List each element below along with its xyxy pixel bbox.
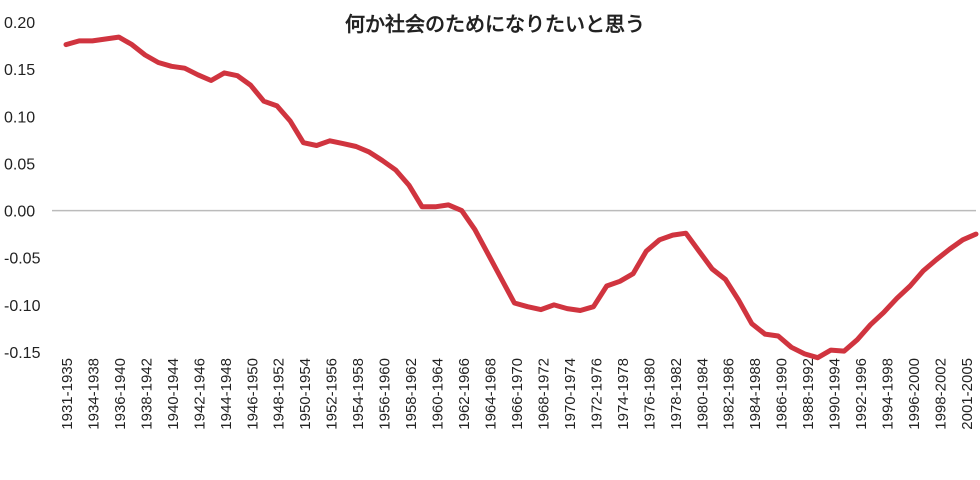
y-tick-label: 0.05 xyxy=(4,156,35,173)
x-tick-label: 1986-1990 xyxy=(774,358,791,430)
x-tick-label: 1972-1976 xyxy=(588,358,605,430)
x-tick-label: 1936-1940 xyxy=(112,358,129,430)
x-tick-label: 1970-1974 xyxy=(562,358,579,430)
x-tick-label: 1978-1982 xyxy=(668,358,685,430)
x-tick-label: 1958-1962 xyxy=(403,358,420,430)
x-tick-label: 1994-1998 xyxy=(880,358,897,430)
x-tick-label: 1988-1992 xyxy=(800,358,817,430)
x-tick-label: 2001-2005 xyxy=(959,358,976,430)
x-tick-label: 1964-1968 xyxy=(482,358,499,430)
x-tick-label: 1954-1958 xyxy=(350,358,367,430)
x-tick-label: 1980-1984 xyxy=(694,358,711,430)
y-tick-label: 0.00 xyxy=(4,204,35,221)
y-tick-label: 0.20 xyxy=(4,15,35,32)
x-tick-label: 1948-1952 xyxy=(271,358,288,430)
x-tick-label: 1968-1972 xyxy=(535,358,552,430)
y-axis-tick-labels: 0.20 0.15 0.10 0.05 0.00 -0.05 -0.10 -0.15 xyxy=(4,15,41,362)
x-tick-label: 1942-1946 xyxy=(191,358,208,430)
x-tick-label: 1952-1956 xyxy=(324,358,341,430)
x-tick-label: 1998-2002 xyxy=(932,358,949,430)
x-axis-tick-labels: 1931-1935 1934-1938 1936-1940 1938-1942 1940… xyxy=(59,358,976,430)
x-tick-label: 1984-1988 xyxy=(747,358,764,430)
x-tick-label: 1976-1980 xyxy=(641,358,658,430)
x-tick-label: 1960-1964 xyxy=(430,358,447,430)
x-tick-label: 1950-1954 xyxy=(297,358,314,430)
x-tick-label: 1946-1950 xyxy=(244,358,261,430)
x-tick-label: 1966-1970 xyxy=(509,358,526,430)
y-tick-label: -0.05 xyxy=(4,251,41,268)
x-tick-label: 1931-1935 xyxy=(59,358,76,430)
series-line xyxy=(63,34,979,361)
x-tick-label: 1974-1978 xyxy=(615,358,632,430)
y-tick-label: -0.15 xyxy=(4,345,41,362)
x-tick-label: 1944-1948 xyxy=(218,358,235,430)
x-tick-label: 1990-1994 xyxy=(827,358,844,430)
x-tick-label: 1996-2000 xyxy=(906,358,923,430)
x-tick-label: 1940-1944 xyxy=(165,358,182,430)
x-tick-label: 1982-1986 xyxy=(721,358,738,430)
y-tick-label: 0.15 xyxy=(4,62,35,79)
chart-title: 何か社会のためになりたいと思う xyxy=(345,12,645,36)
y-tick-label: -0.10 xyxy=(4,298,41,315)
x-tick-label: 1938-1942 xyxy=(138,358,155,430)
y-tick-label: 0.10 xyxy=(4,109,35,126)
x-tick-label: 1962-1966 xyxy=(456,358,473,430)
x-tick-label: 1934-1938 xyxy=(85,358,102,430)
x-tick-label: 1956-1960 xyxy=(377,358,394,430)
x-tick-label: 1992-1996 xyxy=(853,358,870,430)
